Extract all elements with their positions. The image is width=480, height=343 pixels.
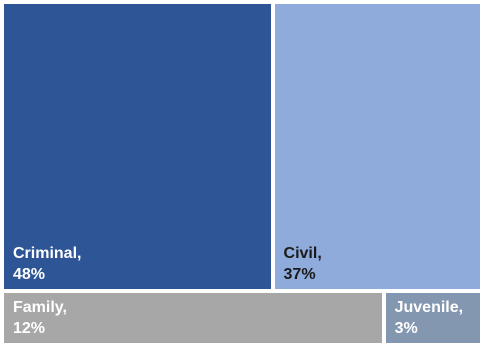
- tile-criminal: Criminal, 48%: [4, 4, 271, 289]
- tile-name-family: Family,: [13, 299, 67, 316]
- tile-value-criminal: 48%: [13, 265, 46, 283]
- tile-name-juvenile: Juvenile,: [394, 299, 464, 316]
- tile-civil: Civil, 37%: [274, 4, 480, 289]
- tile-value-juvenile: 3%: [394, 320, 418, 337]
- tile-value-civil: 37%: [283, 265, 316, 283]
- tile-label-civil: Civil, 37%: [284, 243, 322, 285]
- tile-value-family: 12%: [13, 320, 46, 337]
- tile-name-criminal: Criminal,: [13, 244, 82, 262]
- tile-label-family: Family, 12%: [13, 297, 67, 339]
- tile-label-criminal: Criminal, 48%: [13, 243, 81, 285]
- tile-label-juvenile: Juvenile, 3%: [395, 297, 463, 339]
- tile-juvenile: Juvenile, 3%: [385, 292, 480, 343]
- tile-family: Family, 12%: [4, 292, 382, 343]
- tile-name-civil: Civil,: [283, 244, 322, 262]
